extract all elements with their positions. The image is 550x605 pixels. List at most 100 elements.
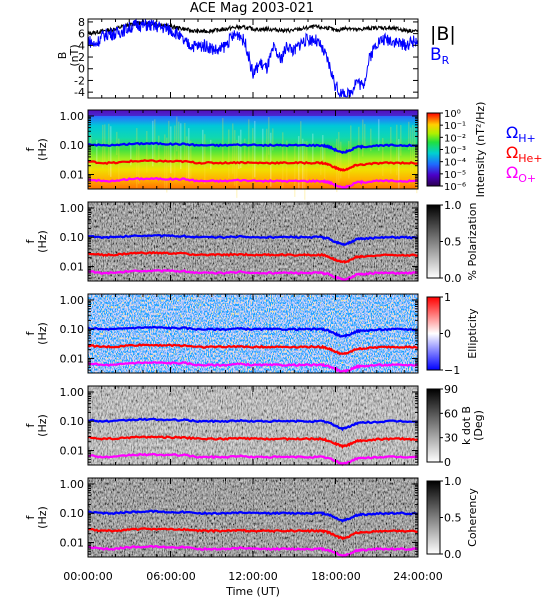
spectrogram-streak (348, 140, 350, 179)
omega-h-line (87, 141, 419, 155)
y-axis-label: (Hz) (36, 506, 49, 529)
spectrogram-streak (364, 124, 366, 150)
colorbar-tick-label: 60 (444, 407, 458, 420)
spectrogram-streak (96, 139, 98, 166)
spectrogram-streak (252, 128, 254, 180)
spectrogram-streak (294, 143, 296, 197)
spectrogram-streak (390, 126, 392, 174)
spectrogram-streak (312, 133, 314, 164)
spectrogram-streak (228, 129, 230, 179)
spectrogram-streak (190, 140, 192, 178)
y-axis-label: f (24, 422, 37, 427)
spectrogram-streak (322, 135, 324, 160)
spectrogram-streak (270, 132, 272, 187)
spectrogram-streak (222, 118, 224, 165)
spectrogram-streak (336, 138, 338, 193)
x-axis: 00:00:00 06:00:00 12:00:00 18:00:00 24:0… (63, 570, 442, 598)
omega-he-line (87, 343, 419, 356)
x-tick-label: 24:00:00 (393, 570, 442, 583)
colorbar-label: Coherency (466, 488, 479, 547)
spectrogram-streak (400, 125, 402, 156)
colorbar (426, 296, 441, 371)
chart-title: ACE Mag 2003-021 (190, 1, 314, 16)
spectrogram-streak (306, 141, 308, 182)
omega-h-line (87, 233, 419, 246)
colorbar-tick-label: 10⁻⁵ (444, 170, 466, 181)
omega-h-line (87, 509, 419, 523)
colorbar-tick-label: 0.5 (444, 236, 462, 249)
y-tick-label: 8 (78, 16, 85, 29)
y-axis-label: f (24, 146, 37, 151)
y-axis-label: (Hz) (36, 138, 49, 161)
spectrogram-streak (408, 121, 410, 150)
spectrogram-streak (338, 131, 340, 184)
spectrogram-streak (272, 128, 274, 151)
colorbar (426, 480, 441, 555)
omega-he-line (87, 159, 419, 172)
y-tick-label: 0.01 (60, 261, 85, 274)
omega-o-line (87, 544, 418, 558)
colorbar-tick-label: 10⁻⁶ (444, 182, 466, 193)
colorbar-tick-label: 0.0 (444, 272, 462, 285)
omega-h-line (87, 417, 419, 432)
legend-b-total: |B| (430, 23, 456, 45)
spectrogram-streak (188, 128, 190, 179)
omega-h-line (87, 326, 419, 339)
spectrogram-streak (166, 137, 168, 193)
b-legend: |B| BR (430, 23, 456, 67)
spectrogram-streak (204, 134, 206, 184)
spectrogram-streak (378, 119, 380, 151)
y-tick-label: -2 (74, 74, 85, 87)
y-tick-label: 0.01 (60, 445, 85, 458)
colorbar-tick-label: 10⁰ (444, 109, 461, 120)
colorbar-tick-label: −1 (444, 364, 460, 377)
y-axis-label: (Hz) (36, 322, 49, 345)
y-axis-label: (Hz) (36, 414, 49, 437)
spectrogram-streak (340, 141, 342, 179)
spectrogram-texture (88, 386, 418, 465)
colorbar-label: k dot B (460, 406, 473, 445)
spectrogram-streak (154, 119, 156, 163)
spectrogram-streak (240, 129, 242, 169)
y-tick-label: 0.01 (60, 537, 85, 550)
colorbar-tick-label: 1 (444, 291, 451, 304)
spectrogram-texture (88, 294, 418, 373)
spectrogram-streak (410, 127, 412, 173)
panel-ellipticity: 1.00 0.10 0.01 f (Hz) 1 0 −1 Ellipticity (24, 291, 479, 377)
spectrogram-streak (266, 128, 268, 166)
y-tick-label: 1.00 (60, 294, 85, 307)
y-tick-label: 1.00 (60, 110, 85, 123)
spectrogram-streak (118, 138, 120, 182)
x-tick-label: 12:00:00 (228, 570, 277, 583)
spectrogram-streak (362, 119, 364, 157)
spectrogram-streak (110, 126, 112, 177)
spectrogram-streak (232, 123, 234, 174)
spectrogram-streak (174, 125, 176, 180)
y-axis-label: f (24, 238, 37, 243)
y-tick-label: 2 (78, 51, 85, 64)
colorbar-tick-label: 10⁻⁴ (444, 158, 466, 169)
spectrogram-streak (102, 124, 104, 169)
spectrogram-streak (146, 131, 148, 173)
spectrogram-streak (90, 134, 92, 181)
spectrogram-streak (176, 116, 178, 152)
spectrogram-streak (108, 123, 110, 176)
spectrogram-streak (396, 124, 398, 176)
colorbar-label: Intensity (nT²/Hz) (474, 102, 487, 198)
y-tick-label: 1.00 (60, 386, 85, 399)
colorbar-tick-label: 10⁻² (444, 133, 466, 144)
omega-o-line (87, 361, 419, 374)
spectrogram-streak (210, 139, 212, 170)
spectrogram-streak (282, 132, 284, 188)
y-tick-label: 0.10 (60, 323, 85, 336)
spectrogram-streak (244, 138, 246, 165)
spectrogram-streak (350, 125, 352, 172)
legend-omega-entry: ΩO+ (506, 163, 536, 185)
spectrogram-streak (170, 126, 172, 174)
panel-kdotb: 1.00 0.10 0.01 f (Hz) 90 60 30 0 k dot B (Deg) (24, 383, 485, 469)
y-tick-label: 0.10 (60, 415, 85, 428)
y-tick-label: 1.00 (60, 202, 85, 215)
